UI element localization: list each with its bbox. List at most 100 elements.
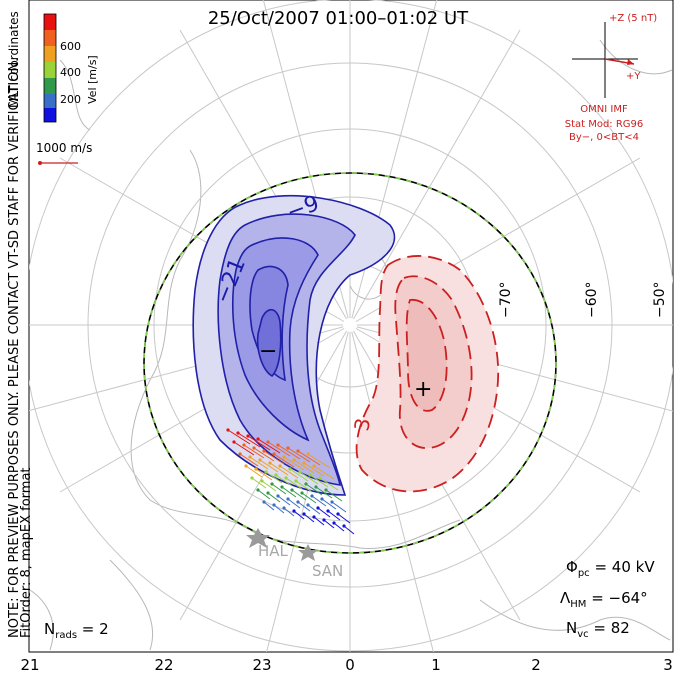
velocity-vector bbox=[297, 450, 321, 466]
n-rads-value: 2 bbox=[99, 620, 109, 638]
velocity-vector bbox=[257, 438, 281, 454]
contour-label-pos3: 3 bbox=[349, 416, 375, 433]
radar-hal: HAL bbox=[246, 528, 289, 560]
n-vc-value: 82 bbox=[611, 619, 630, 637]
velocity-vector-origin bbox=[286, 446, 290, 450]
negative-potential-cell bbox=[192, 194, 396, 496]
velocity-vector-origin bbox=[336, 512, 340, 516]
velocity-vector-origin bbox=[326, 509, 330, 513]
velocity-vector-origin bbox=[300, 491, 304, 495]
mlt-label-21: 21 bbox=[20, 656, 39, 674]
lat-label-60: −60° bbox=[584, 281, 600, 318]
velocity-vector-origin bbox=[324, 488, 328, 492]
velocity-vector bbox=[251, 477, 267, 489]
velocity-vector-origin bbox=[296, 500, 300, 504]
velocity-vector bbox=[273, 504, 285, 514]
velocity-vector bbox=[247, 435, 271, 451]
velocity-vector bbox=[303, 513, 315, 523]
velocity-vector-origin bbox=[312, 515, 316, 519]
velocity-vector-origin bbox=[308, 473, 312, 477]
imf-z-label: +Z (5 nT) bbox=[609, 13, 657, 24]
velocity-vector-origin bbox=[280, 485, 284, 489]
velocity-vector bbox=[259, 459, 279, 473]
velocity-vector bbox=[313, 465, 335, 480]
velocity-vector-origin bbox=[226, 428, 230, 432]
velocity-vector-origin bbox=[288, 467, 292, 471]
velocity-vector bbox=[299, 471, 319, 485]
velocity-vector-origin bbox=[306, 452, 310, 456]
velocity-vector bbox=[267, 492, 281, 503]
velocity-vector-origin bbox=[330, 500, 334, 504]
velocity-vector-origin bbox=[322, 518, 326, 522]
velocity-vector bbox=[323, 519, 335, 529]
velocity-vector-origin bbox=[292, 458, 296, 462]
velocity-vector-origin bbox=[264, 470, 268, 474]
velocity-vector-origin bbox=[276, 443, 280, 447]
velocity-vector bbox=[315, 486, 333, 499]
imf-clock: +Z (5 nT) +Y OMNI IMF Stat Mod: RG96 By−… bbox=[565, 13, 658, 143]
velocity-vector-origin bbox=[242, 443, 246, 447]
velocity-vector-origin bbox=[310, 494, 314, 498]
velocity-vector-origin bbox=[232, 440, 236, 444]
velocity-vector bbox=[311, 495, 327, 507]
map-title: 25/Oct/2007 01:00–01:02 UT bbox=[208, 8, 469, 29]
mlt-label-1: 1 bbox=[431, 656, 441, 674]
velocity-vector-origin bbox=[278, 464, 282, 468]
velocity-vector-origin bbox=[238, 452, 242, 456]
velocity-vector-origin bbox=[270, 482, 274, 486]
mlt-label-22: 22 bbox=[154, 656, 173, 674]
mlt-label-0: 0 bbox=[345, 656, 355, 674]
velocity-vector bbox=[343, 525, 355, 535]
velocity-vector-origin bbox=[266, 491, 270, 495]
velocity-vector-origin bbox=[294, 479, 298, 483]
scale-vector: 1000 m/s bbox=[36, 141, 92, 165]
velocity-vector bbox=[237, 432, 261, 448]
velocity-vector-origin bbox=[332, 521, 336, 525]
imf-condition: By−, 0<BT<4 bbox=[569, 132, 639, 143]
velocity-vector-origin bbox=[274, 473, 278, 477]
mlt-label-23: 23 bbox=[252, 656, 271, 674]
velocity-vector-origin bbox=[296, 449, 300, 453]
velocity-vector bbox=[317, 507, 331, 518]
velocity-vector-origin bbox=[304, 482, 308, 486]
mlt-label-2: 2 bbox=[531, 656, 541, 674]
velocity-vector-origin bbox=[244, 464, 248, 468]
coordinates-label: MLT coordinates bbox=[7, 11, 21, 108]
svg-text:Nrads = 2: Nrads = 2 bbox=[44, 620, 109, 641]
velocity-vector bbox=[291, 489, 307, 501]
velocity-vector bbox=[281, 486, 297, 498]
velocity-vector-origin bbox=[342, 524, 346, 528]
velocity-vector-origin bbox=[248, 455, 252, 459]
velocity-vector bbox=[283, 456, 305, 471]
pole-marker bbox=[343, 318, 357, 332]
velocity-vector-origin bbox=[254, 467, 258, 471]
velocity-vector-origin bbox=[302, 512, 306, 516]
mlt-axis: 21 22 23 0 1 2 3 bbox=[20, 656, 672, 674]
velocity-vector bbox=[295, 480, 313, 493]
velocity-vector bbox=[255, 468, 273, 481]
velocity-vector-origin bbox=[250, 476, 254, 480]
velocity-colorbar: 600 400 200 Vel [m/s] bbox=[43, 13, 99, 123]
lat-label-70: −70° bbox=[498, 281, 514, 318]
velocity-vector-origin bbox=[272, 503, 276, 507]
velocity-vector-origin bbox=[268, 461, 272, 465]
velocity-vector-origin bbox=[272, 452, 276, 456]
mlt-label-3: 3 bbox=[663, 656, 673, 674]
velocity-vector bbox=[287, 447, 311, 463]
velocity-vector-origin bbox=[312, 464, 316, 468]
velocity-vector bbox=[309, 474, 329, 488]
velocity-vector bbox=[287, 498, 301, 509]
radar-label-san: SAN bbox=[312, 562, 343, 580]
velocity-vector-origin bbox=[282, 455, 286, 459]
svg-text:Nvc = 82: Nvc = 82 bbox=[566, 619, 630, 640]
velocity-vector bbox=[277, 495, 291, 506]
colorbar-tick-200: 200 bbox=[60, 93, 81, 106]
velocity-vector bbox=[337, 513, 351, 524]
velocity-vector bbox=[261, 480, 277, 492]
velocity-vector-origin bbox=[302, 461, 306, 465]
svg-text:1000 m/s: 1000 m/s bbox=[36, 141, 92, 155]
velocity-vector bbox=[263, 501, 275, 511]
velocity-vector bbox=[293, 459, 315, 474]
phi-pc-value: 40 kV bbox=[612, 558, 656, 576]
